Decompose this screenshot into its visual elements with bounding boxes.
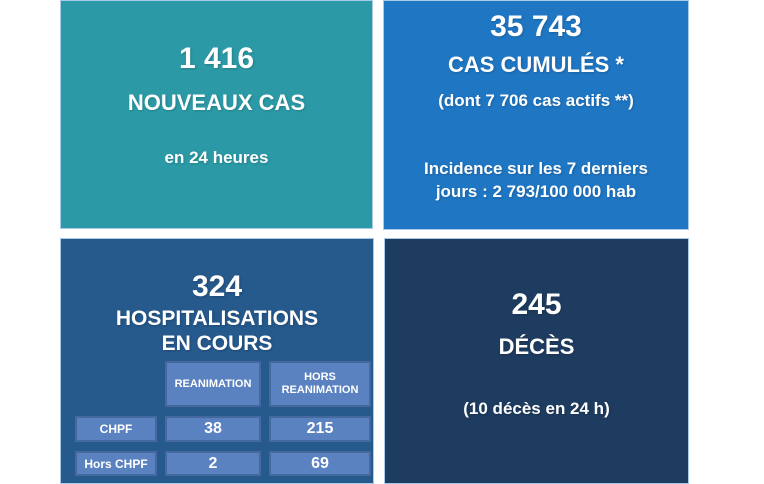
table-cell-chpf-hors-reanimation: 215 bbox=[269, 416, 371, 442]
hospitalisations-table: REANIMATION HORS REANIMATION CHPF 38 215… bbox=[75, 361, 371, 476]
deaths-value: 245 bbox=[511, 288, 562, 321]
table-cell-chpf-reanimation: 38 bbox=[165, 416, 261, 442]
new-cases-label: NOUVEAUX CAS bbox=[127, 90, 306, 115]
hospitalisations-label-line2: EN COURS bbox=[161, 332, 273, 355]
panel-hospitalisations: 324 HOSPITALISATIONS EN COURS REANIMATIO… bbox=[60, 238, 374, 484]
hospitalisations-label-line1: HOSPITALISATIONS bbox=[115, 307, 319, 330]
new-cases-period: en 24 heures bbox=[164, 148, 269, 167]
incidence-line2: jours : 2 793/100 000 hab bbox=[435, 182, 637, 201]
new-cases-value: 1 416 bbox=[178, 42, 255, 75]
panel-deaths: 245 DÉCÈS (10 décès en 24 h) bbox=[384, 238, 689, 484]
panel-new-cases: 1 416 NOUVEAUX CAS en 24 heures bbox=[60, 0, 373, 229]
active-cases-note: (dont 7 706 cas actifs **) bbox=[438, 91, 634, 110]
table-row-label-hors-chpf: Hors CHPF bbox=[75, 451, 157, 476]
table-cell-hors-chpf-reanimation: 2 bbox=[165, 451, 261, 476]
table-header-reanimation: REANIMATION bbox=[165, 361, 261, 407]
table-row-label-chpf: CHPF bbox=[75, 416, 157, 442]
panel-cumulative-cases: 35 743 CAS CUMULÉS * (dont 7 706 cas act… bbox=[383, 0, 689, 230]
hospitalisations-value: 324 bbox=[191, 270, 243, 303]
table-header-hors-reanimation: HORS REANIMATION bbox=[269, 361, 371, 407]
incidence-line1: Incidence sur les 7 derniers bbox=[424, 159, 648, 178]
cumulative-cases-value: 35 743 bbox=[490, 10, 582, 43]
cumulative-cases-label: CAS CUMULÉS * bbox=[447, 52, 624, 77]
table-cell-hors-chpf-hors-reanimation: 69 bbox=[269, 451, 371, 476]
deaths-label: DÉCÈS bbox=[498, 334, 575, 359]
deaths-24h-note: (10 décès en 24 h) bbox=[463, 399, 610, 418]
